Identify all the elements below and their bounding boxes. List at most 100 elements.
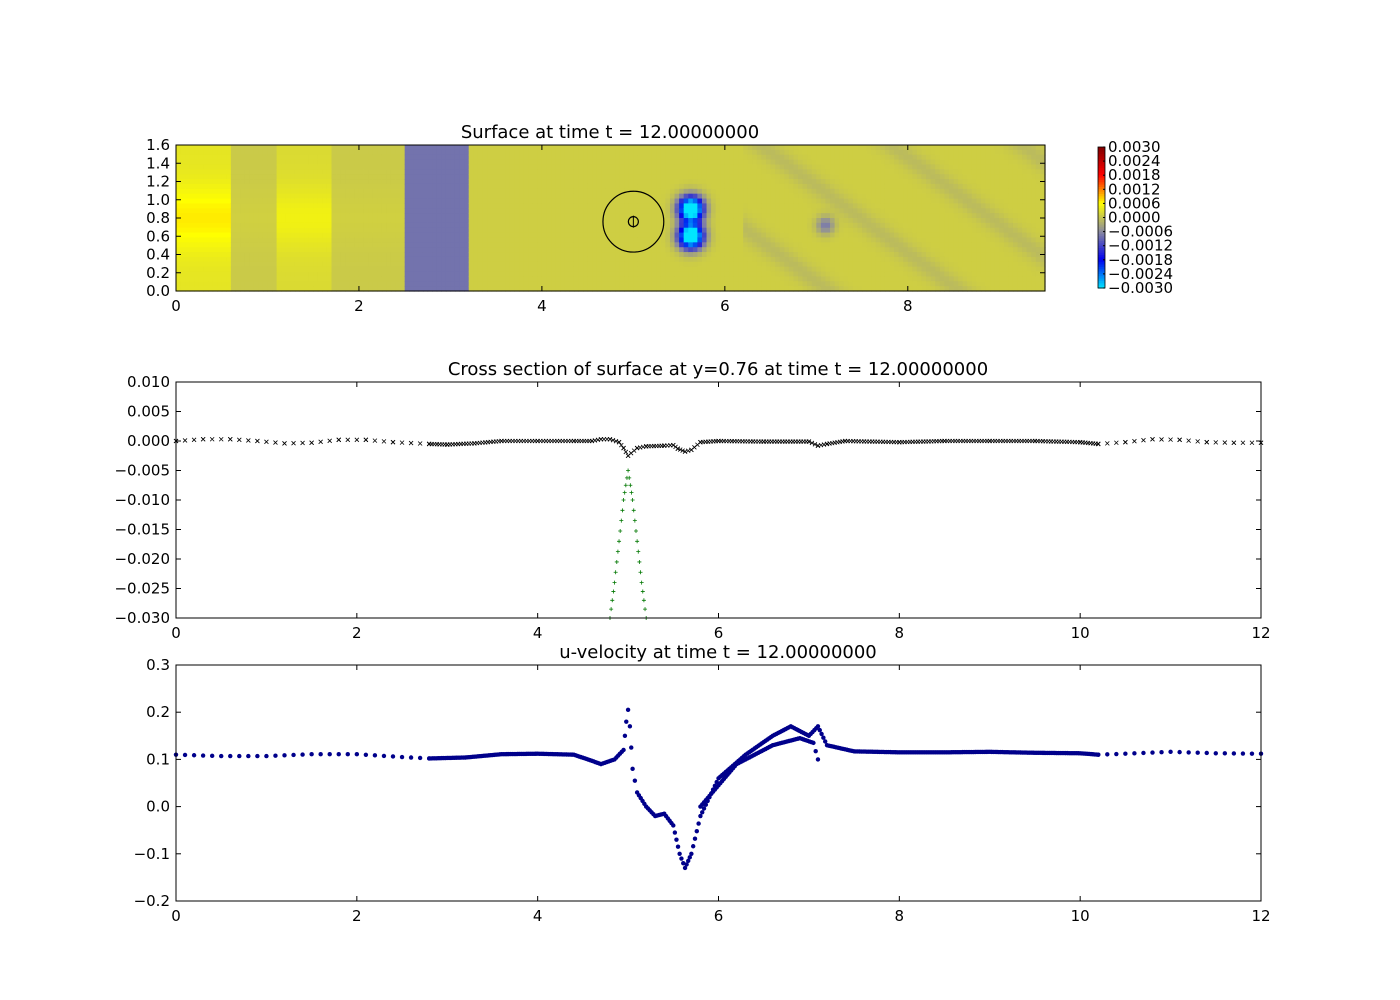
heatmap-cell (715, 271, 721, 277)
heatmap-cell (262, 193, 269, 200)
heatmap-cell (564, 256, 570, 263)
heatmap-cell (651, 281, 657, 287)
heatmap-cell (926, 218, 932, 224)
heatmap-cell (811, 281, 817, 287)
heatmap-cell (793, 179, 799, 185)
heatmap-cell (857, 261, 863, 268)
heatmap-cell (436, 261, 442, 268)
heatmap-cell (674, 232, 680, 239)
heatmap-cell (921, 213, 927, 219)
heatmap-cell (711, 281, 717, 287)
heatmap-cell (537, 242, 543, 248)
heatmap-cell (413, 213, 420, 219)
heatmap-cell (290, 159, 296, 166)
heatmap-cell (491, 169, 497, 175)
heatmap-cell (848, 276, 854, 282)
heatmap-cell (551, 232, 557, 239)
heatmap-cell (368, 271, 374, 277)
heatmap-cell (308, 242, 314, 248)
heatmap-cell (454, 198, 461, 204)
heatmap-cell (244, 276, 250, 282)
heatmap-cell (720, 179, 726, 185)
heatmap-cell (368, 237, 374, 243)
heatmap-cell (756, 266, 763, 273)
heatmap-cell (212, 203, 218, 209)
heatmap-cell (560, 164, 566, 170)
heatmap-cell (514, 154, 520, 161)
heatmap-cell (592, 193, 598, 200)
heatmap-cell (413, 271, 420, 277)
heatmap-cell (930, 252, 936, 258)
heatmap-cell (262, 188, 269, 195)
heatmap-cell (715, 169, 721, 175)
heatmap-cell (560, 213, 566, 219)
heatmap-cell (715, 276, 721, 282)
heatmap-cell (921, 271, 927, 277)
heatmap-cell (532, 286, 538, 292)
heatmap-cell (340, 188, 346, 195)
heatmap-cell (304, 247, 310, 253)
heatmap-cell (788, 213, 795, 219)
heatmap-cell (464, 169, 470, 175)
heatmap-cell (523, 208, 529, 214)
heatmap-cell (537, 281, 543, 287)
heatmap-cell (610, 159, 616, 166)
heatmap-cell (930, 179, 936, 185)
heatmap-cell (249, 183, 255, 190)
heatmap-cell (413, 164, 420, 170)
heatmap-cell (884, 154, 891, 161)
heatmap-cell (592, 276, 598, 282)
heatmap-cell (422, 198, 429, 204)
heatmap-cell (180, 237, 186, 243)
heatmap-cell (537, 252, 543, 258)
heatmap-cell (834, 164, 840, 170)
heatmap-cell (596, 281, 602, 287)
heatmap-cell (701, 261, 708, 268)
heatmap-cell (436, 169, 442, 175)
heatmap-cell (573, 183, 580, 190)
heatmap-cell (647, 237, 653, 243)
heatmap-cell (349, 286, 355, 292)
heatmap-cell (240, 149, 246, 156)
heatmap-cell (775, 174, 781, 180)
heatmap-cell (889, 256, 895, 263)
heatmap-cell (701, 247, 708, 253)
heatmap-cell (235, 164, 241, 170)
heatmap-cell (326, 281, 333, 287)
heatmap-cell (500, 227, 506, 234)
heatmap-cell (212, 256, 218, 263)
heatmap-cell (413, 242, 420, 248)
heatmap-cell (317, 281, 323, 287)
heatmap-cell (811, 203, 817, 209)
heatmap-cell (304, 179, 310, 185)
heatmap-cell (633, 266, 639, 273)
heatmap-cell (926, 188, 932, 195)
heatmap-cell (756, 247, 763, 253)
heatmap-cell (454, 237, 461, 243)
heatmap-cell (496, 286, 502, 292)
heatmap-cell (468, 213, 474, 219)
heatmap-cell (491, 164, 497, 170)
heatmap-cell (459, 222, 465, 229)
heatmap-cell (733, 237, 740, 243)
heatmap-cell (894, 188, 900, 195)
heatmap-cell (400, 271, 406, 277)
heatmap-cell (903, 164, 909, 170)
heatmap-cell (189, 286, 195, 292)
heatmap-cell (194, 242, 200, 248)
heatmap-cell (788, 154, 795, 161)
heatmap-cell (592, 256, 598, 263)
heatmap-cell (203, 208, 209, 214)
heatmap-cell (816, 188, 822, 195)
heatmap-cell (793, 271, 799, 277)
heatmap-cell (935, 218, 941, 224)
heatmap-cell (240, 154, 246, 161)
heatmap-cell (669, 271, 676, 277)
heatmap-cell (551, 164, 557, 170)
heatmap-cell (409, 281, 415, 287)
heatmap-cell (926, 281, 932, 287)
heatmap-cell (464, 213, 470, 219)
heatmap-cell (628, 179, 634, 185)
heatmap-cell (601, 145, 607, 151)
heatmap-cell (230, 183, 237, 190)
